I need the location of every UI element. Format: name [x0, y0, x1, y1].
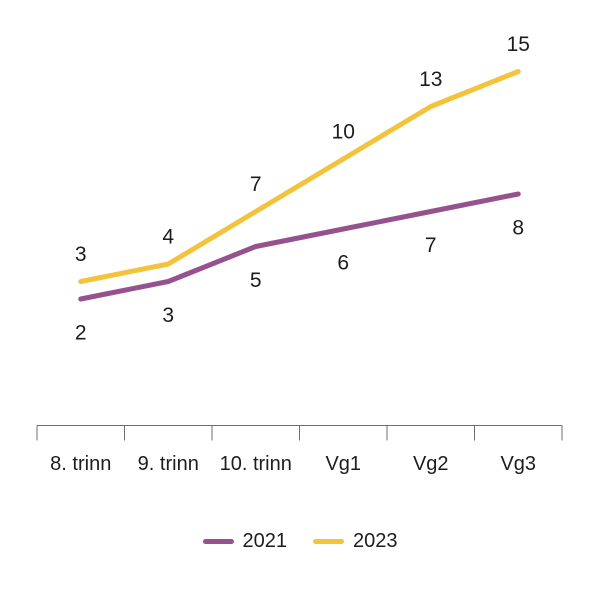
legend-swatch-2023-icon	[313, 538, 344, 544]
value-label-2023: 15	[507, 33, 530, 56]
category-label: 9. trinn	[138, 453, 199, 475]
category-label: Vg3	[500, 453, 536, 475]
value-label-2021: 7	[425, 234, 437, 257]
x-axis	[36, 425, 563, 441]
legend-label-2021: 2021	[242, 530, 288, 552]
value-label-2021: 2	[75, 322, 87, 345]
value-label-2023: 4	[162, 226, 174, 249]
category-label: Vg1	[325, 453, 361, 475]
category-label: 8. trinn	[50, 453, 111, 475]
legend-label-2023: 2023	[353, 530, 398, 552]
value-label-2023: 10	[332, 121, 355, 144]
series-line-2021	[78, 191, 521, 302]
value-label-2023: 7	[250, 173, 262, 196]
legend-swatch-2021-icon	[202, 538, 234, 544]
legend: 2021 2023	[0, 531, 600, 551]
series-line-2023	[78, 69, 521, 284]
value-label-2021: 5	[250, 269, 262, 292]
value-label-2021: 3	[162, 304, 174, 327]
category-label: Vg2	[413, 453, 449, 475]
value-label-2021: 6	[337, 252, 349, 275]
legend-item-2021: 2021	[202, 530, 288, 552]
legend-item-2023: 2023	[313, 531, 398, 551]
value-label-2023: 13	[419, 68, 442, 91]
value-label-2021: 8	[512, 217, 524, 240]
line-chart: 8. trinn 9. trinn 10. trinn Vg1 Vg2 Vg3 2 3 5 6 7 8…	[36, 33, 563, 475]
category-label: 10. trinn	[220, 453, 292, 475]
value-label-2023: 3	[75, 243, 87, 266]
